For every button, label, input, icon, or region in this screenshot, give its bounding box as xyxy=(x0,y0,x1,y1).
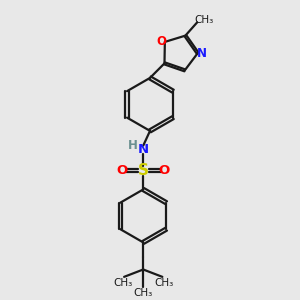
Text: CH₃: CH₃ xyxy=(134,288,153,298)
Text: N: N xyxy=(138,142,149,156)
Text: O: O xyxy=(116,164,128,177)
Text: H: H xyxy=(128,139,137,152)
Text: CH₃: CH₃ xyxy=(194,15,213,25)
Text: O: O xyxy=(159,164,170,177)
Text: S: S xyxy=(138,163,149,178)
Text: N: N xyxy=(197,47,207,60)
Text: CH₃: CH₃ xyxy=(154,278,173,288)
Text: CH₃: CH₃ xyxy=(113,278,132,288)
Text: O: O xyxy=(156,35,166,48)
